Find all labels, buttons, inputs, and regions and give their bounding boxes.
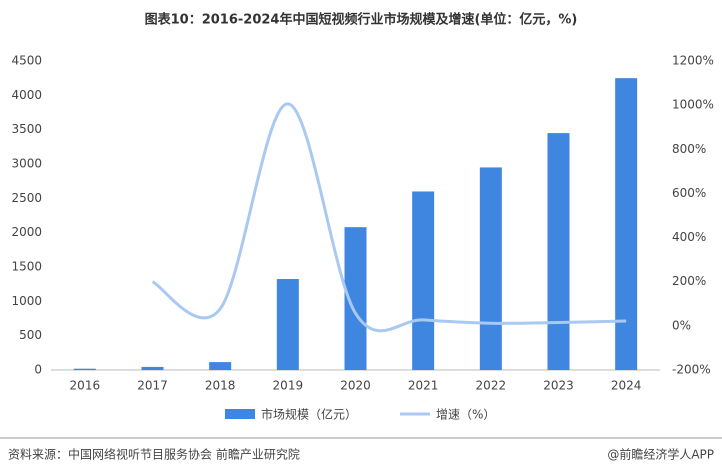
y-tick-label: 1000: [11, 294, 42, 308]
x-tick-label: 2022: [476, 379, 507, 393]
bar: [615, 78, 638, 371]
bar: [479, 167, 502, 370]
x-tick-label: 2019: [273, 379, 304, 393]
y-tick-label: 2000: [11, 225, 42, 239]
y2-tick-label: 600%: [672, 186, 706, 200]
y-tick-label: 4500: [11, 54, 42, 68]
x-tick-label: 2021: [408, 379, 439, 393]
y2-tick-label: 800%: [672, 142, 706, 156]
bar: [209, 362, 232, 370]
x-tick-label: 2016: [70, 379, 101, 393]
legend-swatch: [225, 409, 255, 419]
x-tick-label: 2020: [340, 379, 371, 393]
bar: [73, 368, 96, 370]
bar: [344, 227, 367, 370]
bar: [141, 366, 164, 370]
y-tick-label: 3500: [11, 122, 42, 136]
y-tick-label: 2500: [11, 191, 42, 205]
y-tick-label: 1500: [11, 260, 42, 274]
y-tick-label: 3000: [11, 157, 42, 171]
y-tick-label: 4000: [11, 88, 42, 102]
x-tick-label: 2024: [611, 379, 642, 393]
legend-label: 市场规模（亿元）: [261, 407, 357, 422]
y2-tick-label: 400%: [672, 230, 706, 244]
y-tick-label: 0: [34, 363, 42, 377]
legend-label: 增速（%）: [436, 408, 495, 422]
x-tick-label: 2023: [543, 379, 574, 393]
bar: [276, 279, 299, 370]
x-tick-label: 2018: [205, 379, 236, 393]
y2-tick-label: 0%: [672, 318, 691, 332]
credit: @前瞻经济学人APP: [607, 447, 714, 462]
y2-tick-label: 1200%: [672, 54, 714, 68]
source: 资料来源：中国网络视听节目服务协会 前瞻产业研究院: [8, 447, 300, 462]
y2-tick-label: -200%: [672, 363, 711, 377]
line: [151, 102, 627, 333]
bar: [547, 133, 570, 370]
y2-tick-label: 1000%: [672, 98, 714, 112]
bar: [412, 191, 435, 370]
x-tick-label: 2017: [137, 379, 168, 393]
chart-title: 图表10：2016-2024年中国短视频行业市场规模及增速(单位：亿元，%): [145, 12, 578, 28]
y-tick-label: 500: [19, 328, 42, 342]
y2-tick-label: 200%: [672, 274, 706, 288]
